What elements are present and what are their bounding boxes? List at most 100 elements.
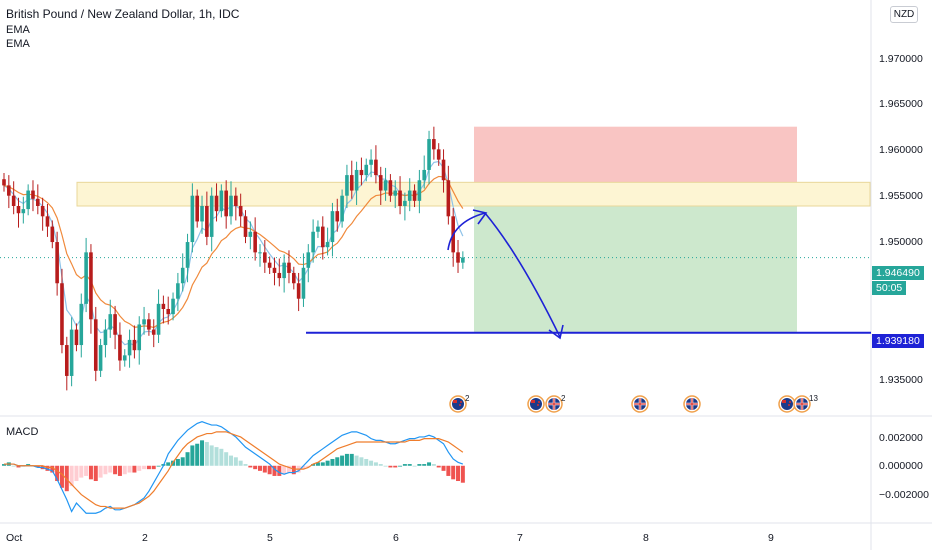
candle-body <box>7 185 11 196</box>
time-axis[interactable]: Oct 2 5 6 7 8 9 <box>6 532 774 544</box>
price-tick: 1.950000 <box>879 236 923 248</box>
macd-histogram-bar <box>320 462 325 466</box>
macd-histogram-bar <box>127 465 132 473</box>
nz-flag-icon[interactable]: 2 <box>449 394 470 413</box>
uk-flag-icon[interactable] <box>631 395 649 413</box>
macd-histogram-bar <box>373 462 378 466</box>
candle-body <box>345 175 349 196</box>
macd-histogram-bar <box>98 465 103 478</box>
macd-histogram-bar <box>185 452 190 466</box>
macd-histogram-bar <box>204 442 209 466</box>
target-price-tag: 1.939180 <box>872 334 924 348</box>
time-tick: 6 <box>393 532 399 544</box>
macd-histogram-bar <box>16 465 21 468</box>
symbol-title[interactable]: British Pound / New Zealand Dollar, 1h, … <box>6 7 240 21</box>
macd-histogram-bar <box>407 464 412 466</box>
nz-flag-icon[interactable] <box>778 395 796 413</box>
candle-body <box>296 283 301 299</box>
current-price-tag: 1.946490 <box>872 266 924 280</box>
macd-histogram-bar <box>344 453 349 466</box>
event-count: 13 <box>809 394 818 403</box>
macd-histogram-bar <box>79 465 84 478</box>
macd-histogram-bar <box>142 465 147 470</box>
candle-body <box>127 339 132 356</box>
macd-histogram-bar <box>286 465 291 473</box>
candle-body <box>137 324 142 351</box>
candle-body <box>180 267 185 284</box>
resistance-zone <box>76 181 871 207</box>
macd-histogram-bar <box>88 465 93 480</box>
macd-histogram-bar <box>277 465 282 476</box>
candle-body <box>263 252 267 263</box>
event-count: 2 <box>561 394 566 403</box>
candle-body <box>446 180 451 217</box>
candle-body <box>190 195 195 243</box>
flag-background <box>452 398 464 410</box>
price-axis[interactable]: 1.970000 1.965000 1.960000 1.955000 1.95… <box>879 53 923 386</box>
candle-body <box>118 334 122 361</box>
flag-canton <box>531 400 535 403</box>
take-profit-zone <box>474 185 797 333</box>
candle-body <box>441 159 446 181</box>
candle-body <box>50 226 55 243</box>
candle-body <box>156 303 161 335</box>
flag-star <box>537 404 539 406</box>
macd-histogram-bar <box>383 465 388 467</box>
macd-histogram-bar <box>349 453 354 466</box>
macd-histogram-bar <box>175 458 180 466</box>
uk-flag-icon[interactable] <box>683 395 701 413</box>
ema-slow-line <box>3 175 464 329</box>
uk-flag-icon[interactable]: 2 <box>545 394 566 413</box>
time-tick: 5 <box>267 532 273 544</box>
candle-body <box>166 309 171 315</box>
macd-histogram-bar <box>422 464 427 466</box>
macd-histogram-bar <box>55 465 60 482</box>
candle-body <box>113 314 117 335</box>
macd-histogram-bar <box>431 464 436 466</box>
nz-flag-icon[interactable] <box>527 395 545 413</box>
candle-body <box>354 169 359 191</box>
macd-histogram-bar <box>209 445 214 466</box>
candle-body <box>64 345 69 376</box>
macd-histogram-bar <box>335 457 340 466</box>
flag-background <box>781 398 793 410</box>
candle-body <box>436 149 441 160</box>
candle-body <box>79 303 84 346</box>
macd-histogram-bar <box>402 464 407 466</box>
projection-drawing[interactable] <box>306 209 871 340</box>
macd-histogram-bar <box>243 464 248 466</box>
macd-histogram-bar <box>262 465 267 473</box>
candle-body <box>335 211 340 222</box>
candle-body <box>412 190 417 201</box>
time-tick: 9 <box>768 532 774 544</box>
position-zones[interactable] <box>0 126 871 333</box>
macd-histogram-bar <box>253 465 258 470</box>
candle-body <box>219 190 224 212</box>
macd-histogram-bar <box>460 465 465 483</box>
uk-flag-icon[interactable]: 13 <box>793 394 818 413</box>
candle-body <box>200 206 204 222</box>
macd-histogram-bar <box>330 458 335 466</box>
candle-body <box>2 179 6 186</box>
candle-body <box>93 319 98 371</box>
candle-body <box>325 242 330 248</box>
time-tick: 7 <box>517 532 523 544</box>
macd-indicator <box>2 421 465 514</box>
ema-indicator-label[interactable]: EMA <box>6 38 30 50</box>
macd-histogram-bar <box>146 465 151 470</box>
macd-indicator-label[interactable]: MACD <box>6 426 39 438</box>
macd-axis[interactable]: 0.002000 0.000000 −0.002000 <box>879 432 929 501</box>
macd-histogram-bar <box>238 460 243 466</box>
candle-body <box>31 190 35 199</box>
macd-histogram-bar <box>301 465 306 470</box>
ema-indicator-label[interactable]: EMA <box>6 24 30 36</box>
macd-histogram-bar <box>417 464 422 466</box>
currency-badge[interactable]: NZD <box>890 6 918 23</box>
candle-body <box>214 195 219 212</box>
candle-body <box>398 190 402 206</box>
projection-arrow-path <box>447 212 561 338</box>
candle-body <box>243 216 248 237</box>
candle-body <box>330 211 335 243</box>
economic-events[interactable]: 2 2 13 <box>449 394 818 413</box>
